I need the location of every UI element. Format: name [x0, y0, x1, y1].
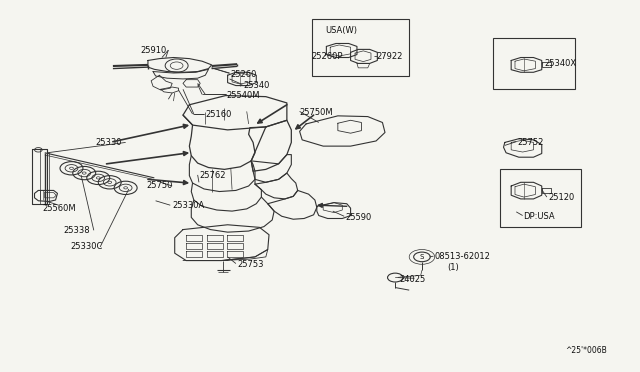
Text: 25762: 25762	[199, 171, 225, 180]
Bar	[500, 169, 581, 227]
Text: 25750: 25750	[147, 182, 173, 190]
Text: DP:USA: DP:USA	[523, 212, 554, 221]
Circle shape	[70, 167, 74, 169]
Text: 25910: 25910	[140, 46, 166, 55]
Text: USA(W): USA(W)	[325, 26, 357, 35]
Circle shape	[83, 172, 86, 174]
Circle shape	[108, 181, 111, 183]
Text: 25120: 25120	[548, 193, 574, 202]
Bar	[493, 38, 575, 89]
Text: 25560M: 25560M	[42, 204, 76, 214]
Text: 27922: 27922	[376, 52, 403, 61]
Text: 25340: 25340	[244, 81, 270, 90]
Text: 25540M: 25540M	[227, 91, 260, 100]
Text: 25260: 25260	[231, 70, 257, 78]
Text: 25338: 25338	[64, 226, 90, 235]
Text: 25160: 25160	[205, 110, 232, 119]
Text: 08513-62012: 08513-62012	[435, 252, 491, 262]
Text: S: S	[420, 254, 424, 260]
Circle shape	[124, 187, 127, 189]
Text: 25750M: 25750M	[300, 108, 333, 117]
Text: 24025: 24025	[399, 275, 426, 283]
Text: 25330C: 25330C	[70, 243, 102, 251]
Text: 25330: 25330	[96, 138, 122, 147]
Text: ^25'*006B: ^25'*006B	[565, 346, 607, 355]
Text: 25340X: 25340X	[544, 59, 577, 68]
Circle shape	[97, 177, 100, 179]
Text: 25330A: 25330A	[172, 201, 204, 210]
Text: 25590: 25590	[346, 213, 372, 222]
Text: 25752: 25752	[518, 138, 544, 147]
Text: 25753: 25753	[237, 260, 264, 269]
Text: 25260P: 25260P	[311, 52, 342, 61]
Text: (1): (1)	[447, 263, 459, 272]
Bar	[312, 19, 409, 76]
